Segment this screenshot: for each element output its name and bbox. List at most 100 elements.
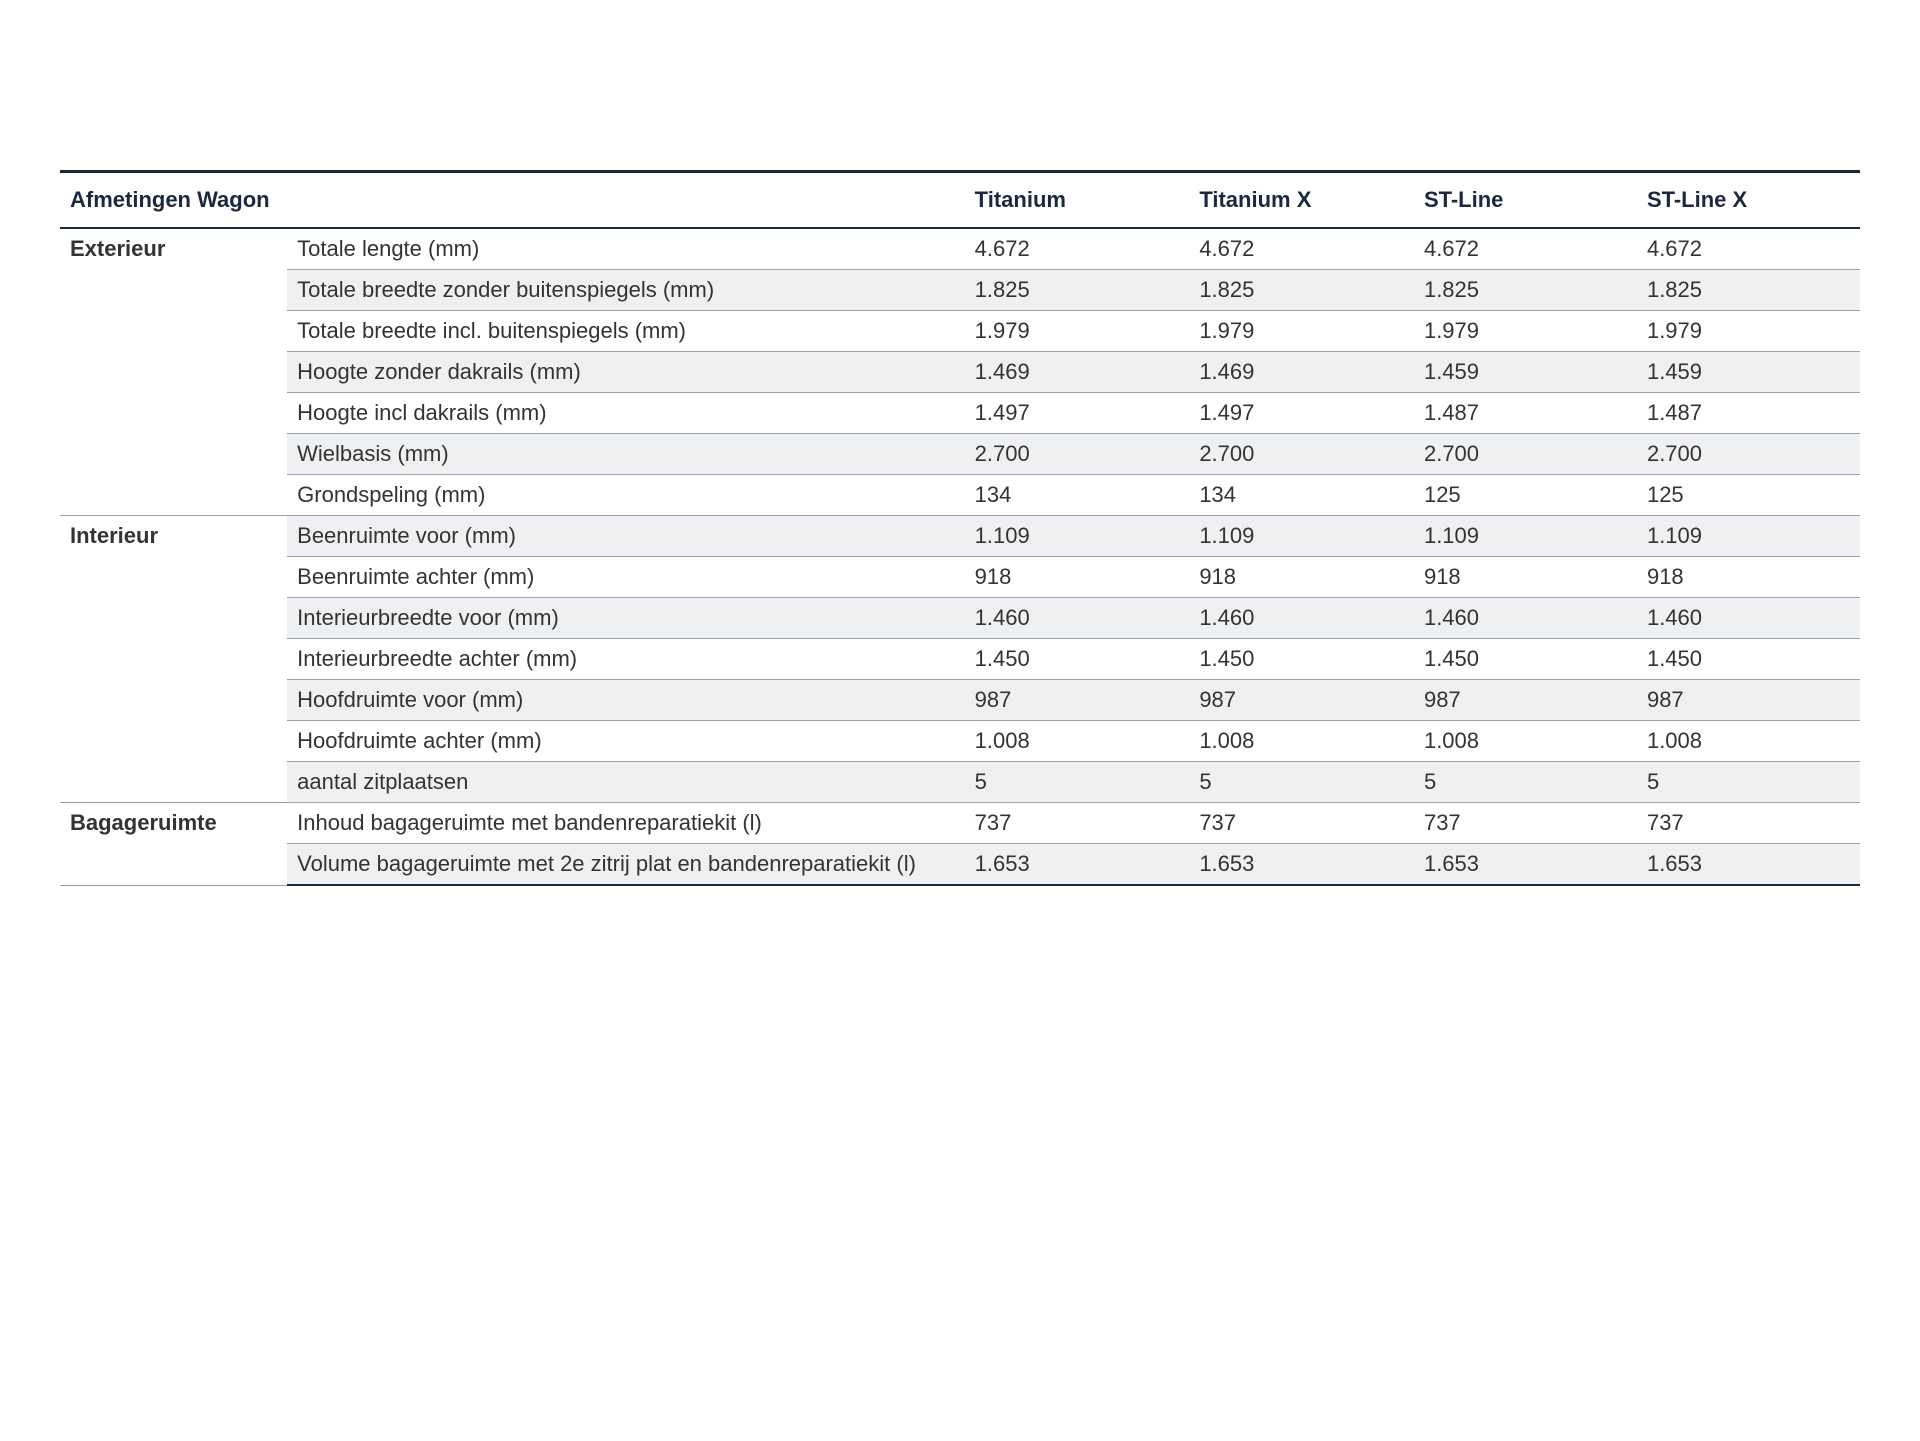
row-label: Grondspeling (mm) <box>287 475 965 516</box>
value-cell: 737 <box>965 803 1190 844</box>
value-cell: 1.459 <box>1414 352 1637 393</box>
row-label: Beenruimte voor (mm) <box>287 516 965 557</box>
value-cell: 5 <box>1637 762 1860 803</box>
value-cell: 4.672 <box>1189 228 1414 270</box>
row-label: Hoogte incl dakrails (mm) <box>287 393 965 434</box>
row-label: Volume bagageruimte met 2e zitrij plat e… <box>287 844 965 886</box>
table-row: Hoogte incl dakrails (mm)1.4971.4971.487… <box>60 393 1860 434</box>
value-cell: 1.979 <box>1637 311 1860 352</box>
value-cell: 987 <box>1637 680 1860 721</box>
row-label: Inhoud bagageruimte met bandenreparatiek… <box>287 803 965 844</box>
column-header: Titanium X <box>1189 172 1414 229</box>
value-cell: 987 <box>965 680 1190 721</box>
value-cell: 1.008 <box>1189 721 1414 762</box>
table-row: Totale breedte incl. buitenspiegels (mm)… <box>60 311 1860 352</box>
value-cell: 1.653 <box>1189 844 1414 886</box>
table-title: Afmetingen Wagon <box>60 172 965 229</box>
value-cell: 134 <box>965 475 1190 516</box>
value-cell: 2.700 <box>1189 434 1414 475</box>
value-cell: 1.653 <box>1414 844 1637 886</box>
category-cell: Interieur <box>60 516 287 803</box>
table-header-row: Afmetingen Wagon Titanium Titanium X ST-… <box>60 172 1860 229</box>
table-row: Beenruimte achter (mm)918918918918 <box>60 557 1860 598</box>
value-cell: 125 <box>1414 475 1637 516</box>
row-label: Totale breedte zonder buitenspiegels (mm… <box>287 270 965 311</box>
value-cell: 1.825 <box>1637 270 1860 311</box>
value-cell: 1.653 <box>965 844 1190 886</box>
value-cell: 1.008 <box>1414 721 1637 762</box>
row-label: Hoofdruimte achter (mm) <box>287 721 965 762</box>
table-row: ExterieurTotale lengte (mm)4.6724.6724.6… <box>60 228 1860 270</box>
category-cell: Exterieur <box>60 228 287 516</box>
table-row: Hoofdruimte voor (mm)987987987987 <box>60 680 1860 721</box>
row-label: Interieurbreedte achter (mm) <box>287 639 965 680</box>
value-cell: 1.450 <box>965 639 1190 680</box>
value-cell: 2.700 <box>1414 434 1637 475</box>
table-row: Interieurbreedte achter (mm)1.4501.4501.… <box>60 639 1860 680</box>
value-cell: 1.460 <box>1414 598 1637 639</box>
value-cell: 737 <box>1189 803 1414 844</box>
value-cell: 1.979 <box>965 311 1190 352</box>
value-cell: 1.459 <box>1637 352 1860 393</box>
table-row: BagageruimteInhoud bagageruimte met band… <box>60 803 1860 844</box>
value-cell: 4.672 <box>1414 228 1637 270</box>
column-header: ST-Line <box>1414 172 1637 229</box>
column-header: Titanium <box>965 172 1190 229</box>
value-cell: 1.109 <box>1414 516 1637 557</box>
row-label: Hoogte zonder dakrails (mm) <box>287 352 965 393</box>
row-label: Beenruimte achter (mm) <box>287 557 965 598</box>
value-cell: 1.450 <box>1637 639 1860 680</box>
value-cell: 1.109 <box>1637 516 1860 557</box>
value-cell: 1.469 <box>1189 352 1414 393</box>
value-cell: 1.979 <box>1414 311 1637 352</box>
value-cell: 737 <box>1414 803 1637 844</box>
value-cell: 1.109 <box>1189 516 1414 557</box>
value-cell: 1.008 <box>1637 721 1860 762</box>
value-cell: 2.700 <box>1637 434 1860 475</box>
value-cell: 918 <box>965 557 1190 598</box>
value-cell: 5 <box>1414 762 1637 803</box>
value-cell: 1.825 <box>1414 270 1637 311</box>
row-label: Interieurbreedte voor (mm) <box>287 598 965 639</box>
value-cell: 737 <box>1637 803 1860 844</box>
value-cell: 1.825 <box>965 270 1190 311</box>
value-cell: 1.450 <box>1189 639 1414 680</box>
value-cell: 987 <box>1189 680 1414 721</box>
value-cell: 918 <box>1414 557 1637 598</box>
value-cell: 2.700 <box>965 434 1190 475</box>
value-cell: 987 <box>1414 680 1637 721</box>
table-row: Interieurbreedte voor (mm)1.4601.4601.46… <box>60 598 1860 639</box>
value-cell: 1.469 <box>965 352 1190 393</box>
value-cell: 1.460 <box>1637 598 1860 639</box>
value-cell: 1.008 <box>965 721 1190 762</box>
dimensions-table: Afmetingen Wagon Titanium Titanium X ST-… <box>60 170 1860 886</box>
value-cell: 4.672 <box>965 228 1190 270</box>
table-row: Hoogte zonder dakrails (mm)1.4691.4691.4… <box>60 352 1860 393</box>
value-cell: 1.460 <box>1189 598 1414 639</box>
table-row: aantal zitplaatsen5555 <box>60 762 1860 803</box>
row-label: Totale lengte (mm) <box>287 228 965 270</box>
row-label: Totale breedte incl. buitenspiegels (mm) <box>287 311 965 352</box>
value-cell: 125 <box>1637 475 1860 516</box>
table-row: Grondspeling (mm)134134125125 <box>60 475 1860 516</box>
value-cell: 918 <box>1189 557 1414 598</box>
value-cell: 1.487 <box>1637 393 1860 434</box>
category-cell: Bagageruimte <box>60 803 287 886</box>
value-cell: 1.109 <box>965 516 1190 557</box>
value-cell: 1.487 <box>1414 393 1637 434</box>
value-cell: 1.825 <box>1189 270 1414 311</box>
table-row: Totale breedte zonder buitenspiegels (mm… <box>60 270 1860 311</box>
row-label: Hoofdruimte voor (mm) <box>287 680 965 721</box>
value-cell: 918 <box>1637 557 1860 598</box>
table-row: InterieurBeenruimte voor (mm)1.1091.1091… <box>60 516 1860 557</box>
value-cell: 1.979 <box>1189 311 1414 352</box>
value-cell: 1.450 <box>1414 639 1637 680</box>
value-cell: 1.497 <box>965 393 1190 434</box>
value-cell: 5 <box>1189 762 1414 803</box>
table-row: Volume bagageruimte met 2e zitrij plat e… <box>60 844 1860 886</box>
value-cell: 1.460 <box>965 598 1190 639</box>
value-cell: 4.672 <box>1637 228 1860 270</box>
value-cell: 1.653 <box>1637 844 1860 886</box>
row-label: aantal zitplaatsen <box>287 762 965 803</box>
column-header: ST-Line X <box>1637 172 1860 229</box>
